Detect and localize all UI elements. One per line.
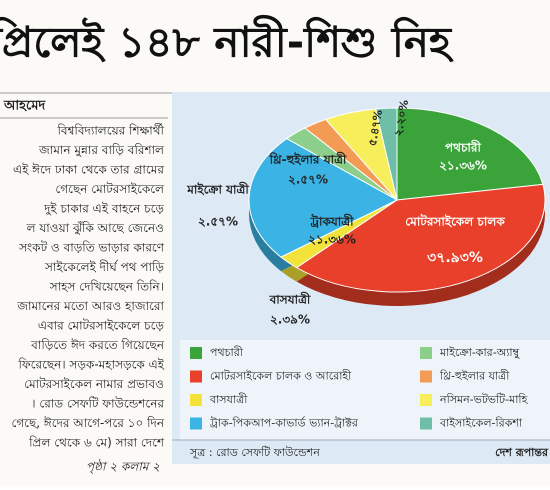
article-line: জামানের মতো আরও হাজারো [16,299,164,313]
slice [248,137,399,258]
legend-label: বাইসাইকেল-রিকশা [439,417,523,430]
slice-label: বাসযাত্রী [269,292,311,307]
value-label: ২.২০% [392,99,411,137]
byline: আহমেদ [3,99,46,114]
continued: পৃষ্ঠা ২ কলাম ২ [86,459,160,475]
article-line: প্রিল থেকে ৬ মে) সারা দেশে [28,436,165,450]
legend-swatch [190,394,202,406]
legend-label: নসিমন-ভটভটি-মাহি [439,393,529,406]
article: বিশ্ববিদ্যালয়ের শিক্ষার্থী জামান মুন্নার… [11,124,165,450]
slice-label: মোটরসাইকেল চালক [405,214,505,229]
article-line: গেছে, ঈদের আগে-পরে ১০ দিন [11,416,164,430]
publisher: দেশ রূপান্তর [495,446,549,459]
article-line: গেছেন মোটরসাইকেলে [55,182,165,196]
legend-label: বাসযাত্রী [209,393,248,406]
pie-chart: পথচারী ২১.৩৬% মোটরসাইকেল চালক ৩৭.৯৩% বাসযাত্… [186,99,546,430]
legend-label: মোটরসাইকেল চালক ও আরোহী [210,370,352,383]
legend-box [180,340,550,440]
slice-label: পথচারী [445,140,481,155]
slice-label: ট্রাকযাত্রী [309,214,354,229]
source: সূত্র : রোড সেফটি ফাউন্ডেশন [189,446,320,459]
value-label: ২১.৩৬% [439,159,487,173]
article-line: ল যাওয়া ঝুঁকি আছে জেনেও [26,220,164,235]
legend-swatch [190,417,202,430]
legend-swatch [420,417,432,430]
article-line: সাইকেলেই দীর্ঘ পথ পাড়ি [44,260,164,274]
slice-label: থ্রি-হুইলার যাত্রী [269,152,347,167]
article-line: এই ঈদে ঢাকা থেকে তার গ্রামের [13,163,164,177]
article-line: এবার মোটরসাইকেলে চড়ে [38,319,165,333]
legend-swatch [420,347,432,359]
legend-swatch [190,370,202,383]
article-line: ফিরেছেন। সড়ক-মহাসড়কে এই [17,358,164,372]
legend-label: ট্রাক-পিকআপ-কাভার্ড ভ্যান-ট্রাক্টর [209,417,359,430]
headline: প্রিলেই ১৪৮ নারী-শিশু নিহ [0,15,454,67]
value-label: ২.৩৯% [270,313,310,327]
legend-label: পথচারী [210,346,244,359]
slice-label: মাইক্রো যাত্রী [186,182,249,197]
article-line: দুই চাকার এই বাহনে চড়ে [43,202,164,217]
legend-label: মাইক্রো-কার-অ্যাম্বু [439,346,520,359]
article-line: সাহস দেখিয়েছেন তিনি। [49,280,164,294]
slice [295,183,546,293]
legend-swatch [420,370,432,383]
slice [396,107,544,201]
value-label: ৫.৪৭% [366,109,385,147]
legend-swatch [190,347,202,359]
article-line: বাড়িতে ঈদ করতে গিয়েছেন [30,338,165,352]
slice [375,107,398,201]
value-label: ২.৫৭% [198,215,238,229]
value-label: ৩৭.৯৩% [427,250,483,266]
article-line: বিশ্ববিদ্যালয়ের শিক্ষার্থী [56,124,164,138]
article-line: । রোড সেফটি ফাউন্ডেশনের [31,397,164,411]
article-line: সংকট ও বাড়তি ভাড়ার কারণে [18,241,165,255]
value-label: ২.৫৭% [288,173,328,187]
legend-label: থ্রি-হুইলার যাত্রী [439,370,510,383]
legend-swatch [420,394,432,406]
article-line: মোটরসাইকেল নামার প্রভাবও [24,377,164,391]
value-label: ২১.৩৬% [308,233,356,247]
article-line: জামান মুন্নার বাড়ি বরিশাল [38,143,165,158]
